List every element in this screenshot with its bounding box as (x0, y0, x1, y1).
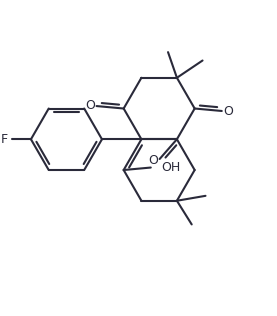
Text: O: O (223, 106, 233, 118)
Text: OH: OH (161, 161, 181, 174)
Text: O: O (148, 155, 158, 167)
Text: F: F (1, 133, 8, 146)
Text: O: O (85, 99, 95, 112)
